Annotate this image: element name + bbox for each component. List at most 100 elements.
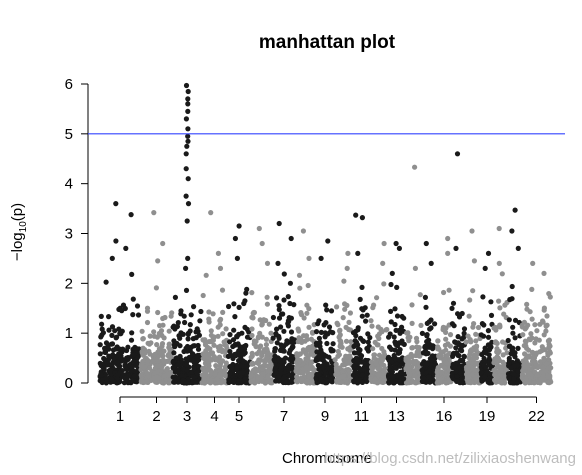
- snp-point-top-hit: [509, 228, 515, 234]
- snp-point: [536, 337, 542, 343]
- snp-point: [478, 370, 484, 376]
- snp-point: [251, 338, 257, 344]
- chromosome-1-points: [97, 201, 143, 386]
- snp-point: [351, 363, 357, 369]
- snp-point: [274, 295, 280, 301]
- snp-point-top-hit: [345, 250, 351, 256]
- snp-point: [346, 326, 352, 333]
- snp-point: [306, 379, 312, 385]
- snp-point: [172, 294, 178, 300]
- snp-point: [405, 330, 411, 336]
- snp-point: [121, 375, 128, 381]
- snp-point: [381, 368, 387, 374]
- snp-point-top-hit: [185, 96, 191, 102]
- snp-point: [296, 335, 302, 341]
- snp-point: [464, 369, 470, 375]
- snp-point: [263, 336, 269, 342]
- snp-point: [392, 306, 398, 312]
- snp-point: [210, 311, 216, 317]
- snp-point: [232, 314, 238, 320]
- snp-point: [468, 380, 474, 386]
- snp-point: [540, 370, 546, 376]
- snp-point: [454, 373, 460, 379]
- snp-point: [106, 327, 112, 333]
- snp-point: [531, 380, 537, 386]
- snp-point: [174, 323, 180, 330]
- snp-point: [345, 346, 351, 352]
- snp-point: [276, 356, 282, 362]
- snp-point: [363, 318, 369, 324]
- snp-point: [152, 378, 158, 384]
- snp-point: [504, 350, 510, 356]
- snp-point-top-hit: [113, 201, 119, 207]
- snp-point: [291, 339, 297, 345]
- snp-point: [506, 361, 512, 367]
- chromosome-15-points: [419, 240, 439, 386]
- snp-point: [387, 364, 393, 370]
- snp-point: [473, 344, 479, 350]
- snp-point: [304, 310, 310, 316]
- snp-point: [441, 289, 447, 296]
- snp-point: [522, 338, 529, 344]
- snp-point: [515, 345, 521, 351]
- snp-point-top-hit: [259, 240, 265, 247]
- snp-point: [500, 352, 506, 358]
- snp-point: [447, 332, 454, 338]
- snp-point: [353, 328, 359, 334]
- snp-point: [537, 359, 544, 365]
- snp-point: [130, 296, 136, 302]
- snp-point: [507, 297, 513, 303]
- snp-point: [365, 331, 371, 337]
- snp-point: [520, 332, 526, 338]
- chromosome-5-points: [225, 223, 253, 386]
- snp-point: [223, 326, 229, 332]
- snp-point: [467, 297, 473, 303]
- x-tick-label: 22: [528, 408, 545, 425]
- snp-point: [207, 346, 213, 352]
- snp-point: [98, 334, 104, 340]
- y-axis: 0 1 2 3 4 5 6: [65, 76, 89, 392]
- snp-point: [318, 329, 324, 335]
- snp-point: [388, 319, 394, 325]
- snp-point: [116, 306, 122, 312]
- snp-point: [299, 339, 305, 345]
- snp-point: [443, 360, 449, 366]
- snp-point: [158, 351, 164, 357]
- snp-point: [533, 362, 540, 368]
- watermark: https://blog.csdn.net/zilixiaoshenwang: [324, 450, 576, 467]
- snp-point: [259, 334, 265, 340]
- snp-point: [356, 377, 362, 383]
- snp-point: [399, 313, 405, 320]
- snp-point: [394, 313, 401, 319]
- y-tick-label: 6: [65, 76, 73, 93]
- snp-point: [395, 350, 402, 356]
- snp-point: [238, 347, 244, 353]
- snp-point: [213, 363, 219, 369]
- snp-point: [388, 308, 394, 314]
- snp-point: [131, 352, 137, 358]
- snp-point: [248, 354, 254, 360]
- snp-point: [287, 372, 293, 378]
- x-tick-label: 13: [388, 408, 405, 425]
- snp-point-top-hit: [275, 260, 281, 266]
- snp-point: [205, 366, 211, 372]
- chromosome-10-points: [332, 250, 355, 386]
- snp-point: [330, 348, 336, 354]
- snp-point: [257, 330, 263, 336]
- snp-point: [269, 380, 275, 386]
- chromosome-3-points: [170, 82, 204, 386]
- snp-point: [109, 376, 115, 382]
- snp-point: [249, 332, 255, 339]
- snp-point: [133, 357, 139, 363]
- snp-point: [244, 326, 250, 332]
- snp-point-top-hit: [469, 228, 475, 234]
- snp-point: [475, 324, 482, 331]
- snp-point: [285, 366, 292, 372]
- snp-point: [482, 345, 488, 351]
- snp-point: [509, 283, 515, 290]
- snp-point: [363, 376, 369, 382]
- snp-point: [195, 328, 201, 334]
- snp-point: [387, 331, 393, 337]
- snp-point: [524, 301, 530, 307]
- snp-point: [512, 335, 518, 341]
